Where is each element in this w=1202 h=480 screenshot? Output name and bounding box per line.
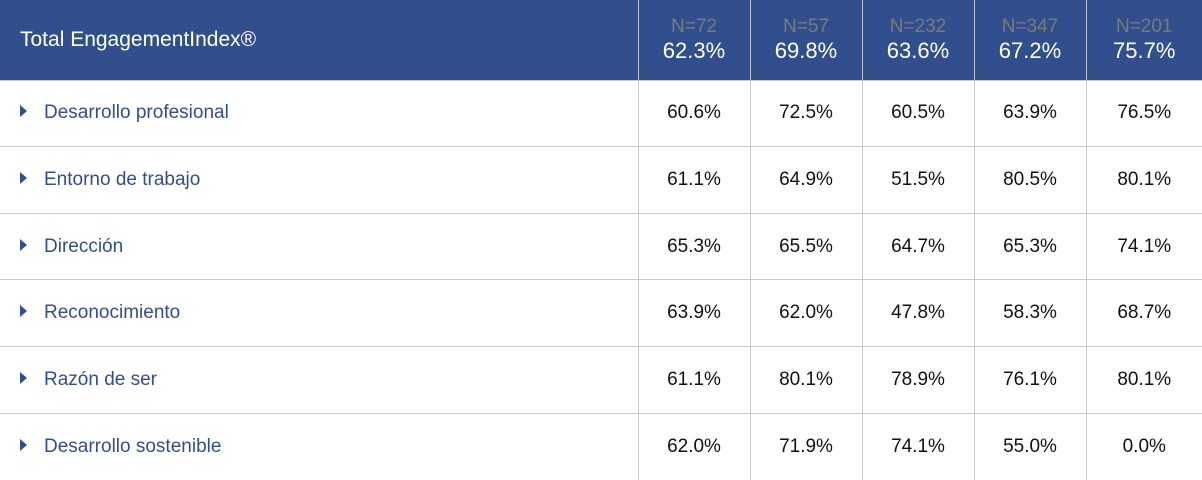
score-cell: 63.9% xyxy=(973,80,1086,147)
header-column: N=232 63.6% xyxy=(861,0,974,80)
score-cell: 65.5% xyxy=(749,213,862,280)
table-row: Razón de ser 61.1% 80.1% 78.9% 76.1% 80.1% xyxy=(0,346,1202,414)
score-cell: 60.6% xyxy=(637,80,750,147)
row-label: Desarrollo profesional xyxy=(44,102,229,124)
total-score: 75.7% xyxy=(1113,37,1176,63)
expand-row-toggle[interactable]: Entorno de trabajo xyxy=(0,147,638,214)
score-cell: 62.0% xyxy=(749,279,862,347)
row-label: Desarrollo sostenible xyxy=(44,435,222,457)
header-column: N=57 69.8% xyxy=(749,0,862,80)
sample-size: N=72 xyxy=(671,15,717,37)
score-cell: 80.1% xyxy=(1085,146,1202,214)
sample-size: N=201 xyxy=(1115,15,1173,37)
caret-right-icon xyxy=(20,438,27,451)
row-label: Entorno de trabajo xyxy=(44,168,201,190)
score-cell: 80.1% xyxy=(1085,346,1202,414)
score-cell: 55.0% xyxy=(973,413,1086,480)
sample-size: N=232 xyxy=(889,15,947,37)
header-row: Total EngagementIndex® N=72 62.3% N=57 69.… xyxy=(0,0,1202,80)
table-row: Desarrollo profesional 60.6% 72.5% 60.5% 63.… xyxy=(0,80,1202,147)
score-cell: 74.1% xyxy=(1085,213,1202,280)
table-row: Reconocimiento 63.9% 62.0% 47.8% 58.3% 68.7% xyxy=(0,279,1202,347)
score-cell: 68.7% xyxy=(1085,279,1202,347)
row-label: Razón de ser xyxy=(44,368,158,390)
score-cell: 65.3% xyxy=(973,213,1086,280)
score-cell: 80.1% xyxy=(749,346,862,414)
score-cell: 64.7% xyxy=(861,213,974,280)
score-cell: 78.9% xyxy=(861,346,974,414)
row-label: Reconocimiento xyxy=(44,302,181,324)
score-cell: 74.1% xyxy=(861,413,974,480)
score-cell: 64.9% xyxy=(749,146,862,214)
expand-row-toggle[interactable]: Desarrollo sostenible xyxy=(0,413,638,480)
score-cell: 51.5% xyxy=(861,146,974,214)
header-column: N=347 67.2% xyxy=(973,0,1086,80)
score-cell: 65.3% xyxy=(637,213,750,280)
score-cell: 47.8% xyxy=(861,279,974,347)
score-cell: 72.5% xyxy=(749,80,862,147)
expand-row-toggle[interactable]: Desarrollo profesional xyxy=(0,80,638,147)
caret-right-icon xyxy=(20,305,27,318)
score-cell: 80.5% xyxy=(973,146,1086,214)
score-cell: 76.5% xyxy=(1085,80,1202,147)
score-cell: 58.3% xyxy=(973,279,1086,347)
table-row: Entorno de trabajo 61.1% 64.9% 51.5% 80.5% 80… xyxy=(0,146,1202,214)
header-column: N=201 75.7% xyxy=(1085,0,1202,80)
expand-row-toggle[interactable]: Razón de ser xyxy=(0,347,638,414)
total-score: 63.6% xyxy=(886,37,950,63)
sample-size: N=57 xyxy=(783,15,829,37)
caret-right-icon xyxy=(20,371,27,384)
score-cell: 61.1% xyxy=(637,346,750,414)
total-score: 62.3% xyxy=(662,37,726,63)
score-cell: 71.9% xyxy=(749,413,862,480)
sample-size: N=347 xyxy=(1001,15,1059,37)
score-cell: 0.0% xyxy=(1085,413,1202,480)
expand-row-toggle[interactable]: Dirección xyxy=(0,213,638,280)
score-cell: 62.0% xyxy=(637,413,750,480)
table-row: Desarrollo sostenible 62.0% 71.9% 74.1% 55.0… xyxy=(0,413,1202,480)
caret-right-icon xyxy=(20,238,27,251)
row-label: Dirección xyxy=(44,235,124,257)
score-cell: 63.9% xyxy=(637,279,750,347)
score-cell: 60.5% xyxy=(861,80,974,147)
score-cell: 61.1% xyxy=(637,146,750,214)
expand-row-toggle[interactable]: Reconocimiento xyxy=(0,280,638,347)
header-column: N=72 62.3% xyxy=(637,0,750,80)
table-title: Total EngagementIndex® xyxy=(20,27,257,51)
score-cell: 76.1% xyxy=(973,346,1086,414)
total-score: 67.2% xyxy=(998,37,1062,63)
table-row: Dirección 65.3% 65.5% 64.7% 65.3% 74.1% xyxy=(0,213,1202,280)
total-score: 69.8% xyxy=(774,37,838,63)
caret-right-icon xyxy=(20,171,27,184)
caret-right-icon xyxy=(20,105,27,118)
